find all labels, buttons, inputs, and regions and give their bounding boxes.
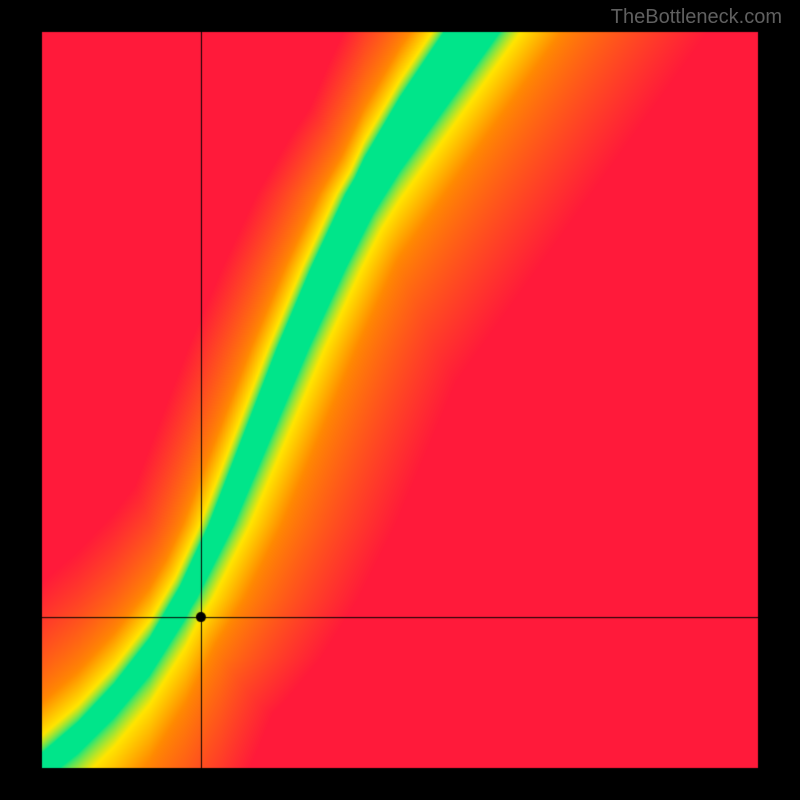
chart-container: TheBottleneck.com: [0, 0, 800, 800]
bottleneck-heatmap: [0, 0, 800, 800]
watermark-label: TheBottleneck.com: [611, 6, 782, 29]
